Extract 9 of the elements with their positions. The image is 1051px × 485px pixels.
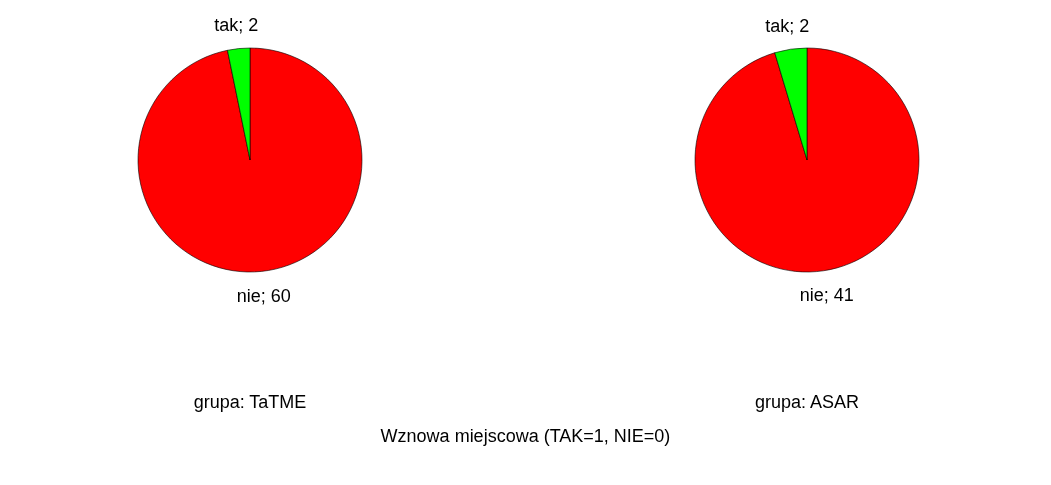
- slice-label: nie; 41: [799, 284, 854, 305]
- slice-label: nie; 60: [236, 285, 291, 306]
- slice-label: tak; 2: [765, 15, 810, 36]
- pie-slice: [137, 47, 363, 273]
- text: Wznowa miejscowa (TAK=1, NIE=0): [380, 426, 671, 446]
- text: grupa: TaTME: [193, 392, 307, 412]
- pie-slice: [694, 47, 920, 273]
- slice-label: tak; 2: [214, 15, 259, 35]
- text: grupa: ASAR: [754, 392, 860, 412]
